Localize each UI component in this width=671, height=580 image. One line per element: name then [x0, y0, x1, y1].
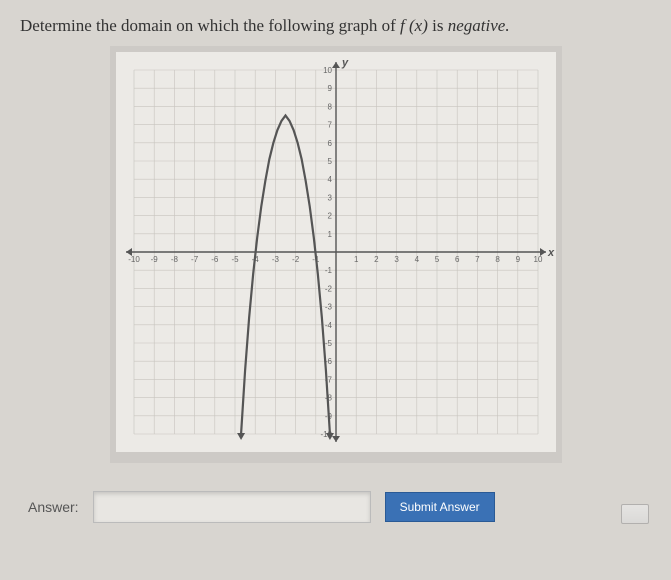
svg-text:-10: -10 [128, 255, 140, 264]
svg-text:-3: -3 [324, 302, 332, 311]
submit-answer-button[interactable]: Submit Answer [385, 492, 495, 522]
svg-text:8: 8 [327, 102, 332, 111]
svg-text:2: 2 [374, 255, 379, 264]
svg-text:4: 4 [414, 255, 419, 264]
question-suffix: is [428, 16, 448, 35]
svg-text:-3: -3 [271, 255, 279, 264]
function-graph: -10-9-8-7-6-5-4-3-2-112345678910-10-9-8-… [116, 52, 556, 452]
svg-text:-6: -6 [211, 255, 219, 264]
svg-text:-5: -5 [231, 255, 239, 264]
svg-text:9: 9 [515, 255, 520, 264]
svg-text:-2: -2 [324, 284, 332, 293]
svg-text:-1: -1 [324, 266, 332, 275]
svg-text:4: 4 [327, 175, 332, 184]
svg-text:7: 7 [475, 255, 480, 264]
svg-text:-4: -4 [324, 321, 332, 330]
svg-text:6: 6 [454, 255, 459, 264]
svg-text:5: 5 [327, 157, 332, 166]
svg-text:6: 6 [327, 139, 332, 148]
svg-text:-5: -5 [324, 339, 332, 348]
svg-text:7: 7 [327, 120, 332, 129]
svg-text:2: 2 [327, 211, 332, 220]
graph-panel: -10-9-8-7-6-5-4-3-2-112345678910-10-9-8-… [110, 46, 562, 463]
svg-text:10: 10 [533, 255, 542, 264]
answer-input[interactable] [93, 491, 371, 523]
answer-label: Answer: [28, 499, 79, 515]
svg-text:8: 8 [495, 255, 500, 264]
svg-text:-2: -2 [292, 255, 300, 264]
svg-text:9: 9 [327, 84, 332, 93]
question-prefix: Determine the domain on which the follow… [20, 16, 400, 35]
question-func: f (x) [400, 16, 428, 35]
svg-text:-7: -7 [191, 255, 199, 264]
svg-text:5: 5 [434, 255, 439, 264]
svg-text:-9: -9 [150, 255, 158, 264]
svg-text:3: 3 [327, 193, 332, 202]
svg-text:-8: -8 [170, 255, 178, 264]
svg-text:1: 1 [327, 230, 332, 239]
question-emph: negative. [448, 16, 510, 35]
svg-text:x: x [547, 247, 555, 259]
question-text: Determine the domain on which the follow… [20, 14, 651, 38]
svg-text:y: y [341, 57, 349, 69]
svg-text:10: 10 [323, 66, 332, 75]
svg-text:1: 1 [353, 255, 358, 264]
svg-text:3: 3 [394, 255, 399, 264]
keyboard-icon[interactable] [621, 504, 649, 524]
